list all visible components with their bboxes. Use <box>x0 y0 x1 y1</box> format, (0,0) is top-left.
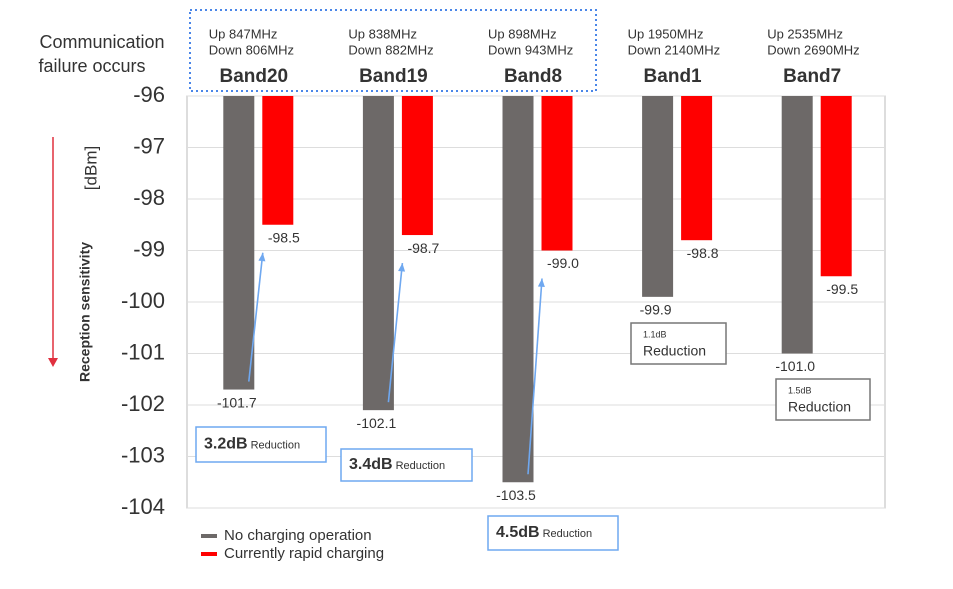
y-tick-label: -98 <box>133 185 165 210</box>
bar <box>541 96 573 251</box>
bar <box>362 96 394 411</box>
value-label: -98.5 <box>268 229 300 245</box>
legend-label: Currently rapid charging <box>224 545 384 562</box>
bar <box>820 96 852 277</box>
value-label: -99.9 <box>640 302 672 318</box>
reduction-box <box>340 448 473 482</box>
value-label: -101.0 <box>775 358 815 374</box>
y-tick-label: -102 <box>121 391 165 416</box>
frequency-down: Down 2140MHz <box>628 42 721 57</box>
band-name: Band20 <box>219 66 288 87</box>
reduction-arrow <box>527 278 543 475</box>
band-name: Band7 <box>783 66 841 87</box>
bar <box>642 96 674 297</box>
frequency-down: Down 882MHz <box>348 42 433 57</box>
band-name: Band8 <box>504 66 562 87</box>
reduction-arrow <box>248 252 264 382</box>
reduction-box <box>487 515 619 551</box>
reduction-arrowhead <box>398 263 406 272</box>
reduction-amount: 3.2dB <box>204 436 248 453</box>
reduction-label: Reduction <box>788 399 851 415</box>
reduction-amount: 3.4dB <box>349 456 393 473</box>
band-name: Band19 <box>359 66 428 87</box>
frequency-up: Up 898MHz <box>488 26 557 41</box>
y-tick-label: -103 <box>121 442 165 467</box>
reduction-amount: 1.5dB <box>788 385 812 395</box>
value-label: -103.5 <box>496 487 536 503</box>
frequency-up: Up 1950MHz <box>628 26 704 41</box>
y-axis-unit: [dBm] <box>81 146 100 190</box>
bar <box>502 96 534 483</box>
frequency-down: Down 943MHz <box>488 42 573 57</box>
reduction-arrow <box>387 262 404 403</box>
frequency-down: Down 2690MHz <box>767 42 860 57</box>
note-line: failure occurs <box>38 56 145 76</box>
y-tick-label: -96 <box>133 82 165 107</box>
y-tick-label: -104 <box>121 494 165 519</box>
y-tick-label: -100 <box>121 288 165 313</box>
frequency-down: Down 806MHz <box>209 42 294 57</box>
bar <box>223 96 255 390</box>
reduction-arrowhead <box>537 278 545 288</box>
value-label: -99.0 <box>547 255 579 271</box>
frequency-up: Up 838MHz <box>348 26 417 41</box>
value-label: -102.1 <box>357 415 397 431</box>
reduction-label: Reduction <box>396 460 446 472</box>
bar <box>401 96 433 236</box>
legend-label: No charging operation <box>224 527 372 544</box>
bar <box>781 96 813 354</box>
y-tick-label: -99 <box>133 236 165 261</box>
y-tick-label: -101 <box>121 339 165 364</box>
highlight-box <box>189 9 597 92</box>
reduction-box <box>195 426 327 463</box>
bar <box>681 96 713 241</box>
reduction-amount: 1.1dB <box>643 329 667 339</box>
band-name: Band1 <box>644 66 703 87</box>
frequency-up: Up 2535MHz <box>767 26 843 41</box>
value-label: -98.7 <box>407 240 439 256</box>
y-axis-label: Reception sensitivity <box>77 242 93 382</box>
reduction-box <box>775 378 871 421</box>
reduction-label: Reduction <box>643 343 706 359</box>
frequency-up: Up 847MHz <box>209 26 278 41</box>
reduction-label: Reduction <box>543 528 593 540</box>
direction-arrowhead <box>48 358 58 367</box>
value-label: -99.5 <box>826 281 858 297</box>
reduction-box <box>630 322 727 365</box>
bar <box>262 96 294 225</box>
value-label: -101.7 <box>217 394 257 410</box>
note-line: Communication <box>39 32 164 52</box>
reduction-amount: 4.5dB <box>496 524 540 541</box>
reduction-arrowhead <box>258 252 266 262</box>
y-tick-label: -97 <box>133 133 165 158</box>
reduction-label: Reduction <box>251 439 301 451</box>
value-label: -98.8 <box>687 245 719 261</box>
